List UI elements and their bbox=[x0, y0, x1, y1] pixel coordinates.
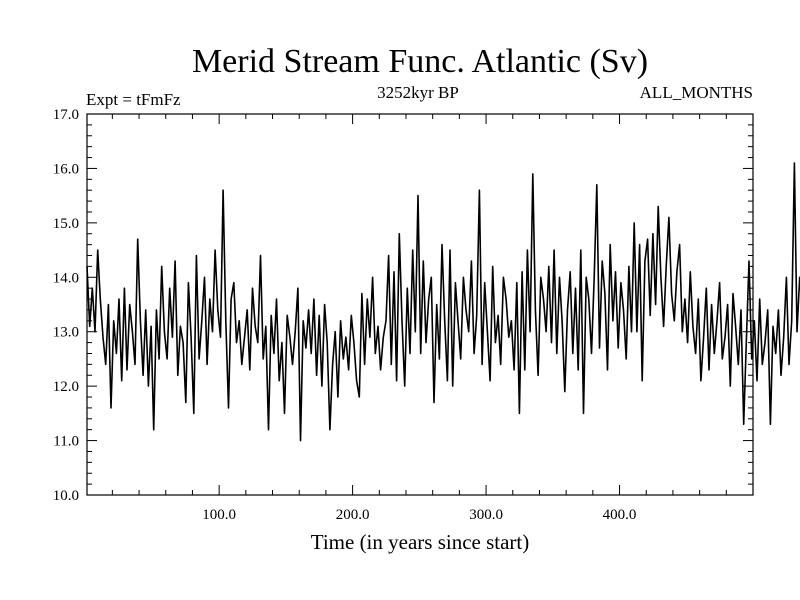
experiment-label: Expt = tFmFz bbox=[86, 90, 181, 109]
x-axis-label: Time (in years since start) bbox=[311, 530, 530, 554]
y-tick-label: 15.0 bbox=[53, 216, 79, 232]
axis-tick-labels: 100.0 200.0 300.0 400.0 10.0 11.0 12.0 13.0 14.0… bbox=[53, 107, 637, 523]
y-tick-label: 10.0 bbox=[53, 488, 79, 504]
x-tick-label: 100.0 bbox=[202, 507, 236, 523]
x-tick-label: 200.0 bbox=[336, 507, 370, 523]
chart-title: Merid Stream Func. Atlantic (Sv) bbox=[192, 43, 648, 80]
y-tick-label: 16.0 bbox=[53, 161, 79, 177]
y-tick-label: 11.0 bbox=[53, 434, 79, 450]
y-tick-label: 14.0 bbox=[53, 270, 79, 286]
x-tick-label: 300.0 bbox=[469, 507, 503, 523]
period-label: 3252kyr BP bbox=[377, 83, 459, 102]
y-tick-label: 13.0 bbox=[53, 325, 79, 341]
y-tick-label: 12.0 bbox=[53, 379, 79, 395]
plot-frame bbox=[86, 113, 754, 496]
x-tick-label: 400.0 bbox=[603, 507, 637, 523]
data-series bbox=[86, 162, 800, 442]
months-label: ALL_MONTHS bbox=[640, 83, 753, 102]
y-tick-label: 17.0 bbox=[53, 107, 79, 123]
series-line bbox=[86, 162, 800, 442]
